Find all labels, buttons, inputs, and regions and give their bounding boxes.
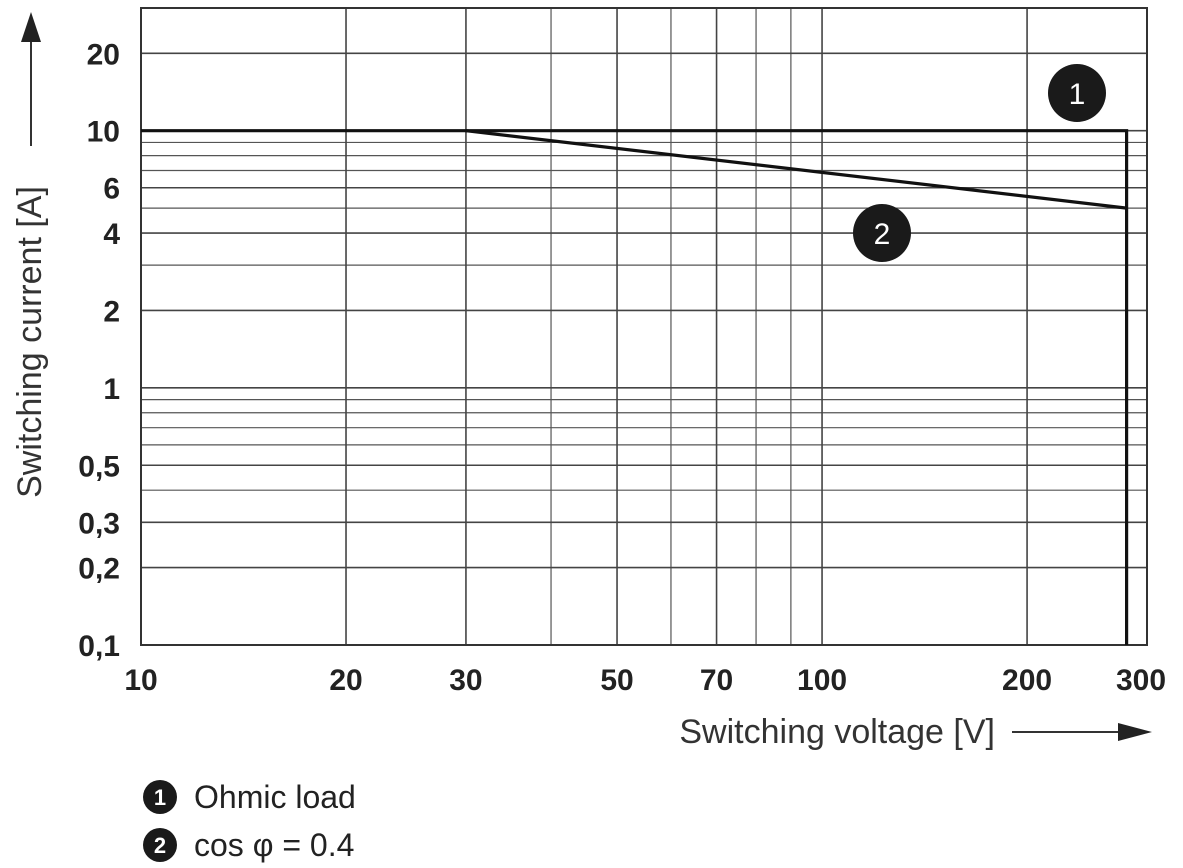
y-tick-label: 4 xyxy=(103,218,120,251)
legend-label-2: cos φ = 0.4 xyxy=(194,827,354,863)
x-tick-label: 20 xyxy=(329,664,362,697)
plot-frame xyxy=(140,7,1148,646)
x-tick-label: 300 xyxy=(1116,664,1166,697)
y-tick-labels: 0,1 0,2 0,3 0,5 1 2 4 6 10 20 xyxy=(78,38,120,663)
legend: 1 Ohmic load 2 cos φ = 0.4 xyxy=(143,779,356,863)
y-tick-label: 0,2 xyxy=(78,553,120,586)
legend-item-1: 1 Ohmic load xyxy=(143,779,356,815)
x-tick-label: 200 xyxy=(1002,664,1052,697)
x-axis-arrow xyxy=(1012,723,1152,741)
x-tick-label: 50 xyxy=(600,664,633,697)
grid-major xyxy=(140,8,1148,646)
series-layer xyxy=(141,129,1129,645)
y-axis-label: Switching current [A] xyxy=(11,186,49,498)
y-tick-label: 6 xyxy=(103,173,120,206)
legend-marker-1: 1 xyxy=(154,785,166,810)
legend-item-2: 2 cos φ = 0.4 xyxy=(143,827,354,863)
y-tick-label: 2 xyxy=(103,295,120,328)
series-markers: 12 xyxy=(853,64,1106,262)
series-marker-2: 2 xyxy=(853,204,911,262)
y-axis-arrow xyxy=(21,12,41,146)
y-tick-label: 1 xyxy=(103,373,120,406)
x-tick-labels: 10 20 30 50 70 100 200 300 xyxy=(124,664,1166,697)
y-tick-label: 0,3 xyxy=(78,507,120,540)
y-tick-label: 0,5 xyxy=(78,450,120,483)
marker-badge xyxy=(853,204,911,262)
series-line-2 xyxy=(465,129,1127,210)
x-axis-label: Switching voltage [V] xyxy=(679,713,995,751)
marker-number: 1 xyxy=(1069,78,1086,111)
x-tick-label: 10 xyxy=(124,664,157,697)
x-tick-label: 100 xyxy=(797,664,847,697)
y-tick-label: 0,1 xyxy=(78,630,120,663)
x-tick-label: 70 xyxy=(700,664,733,697)
x-tick-label: 30 xyxy=(449,664,482,697)
marker-number: 2 xyxy=(874,218,891,251)
series-marker-1: 1 xyxy=(1048,64,1106,122)
y-tick-label: 10 xyxy=(87,116,120,149)
legend-marker-2: 2 xyxy=(154,833,166,858)
legend-label-1: Ohmic load xyxy=(194,779,356,815)
y-tick-label: 20 xyxy=(87,38,120,71)
grid-minor xyxy=(141,8,1147,645)
marker-badge xyxy=(1048,64,1106,122)
